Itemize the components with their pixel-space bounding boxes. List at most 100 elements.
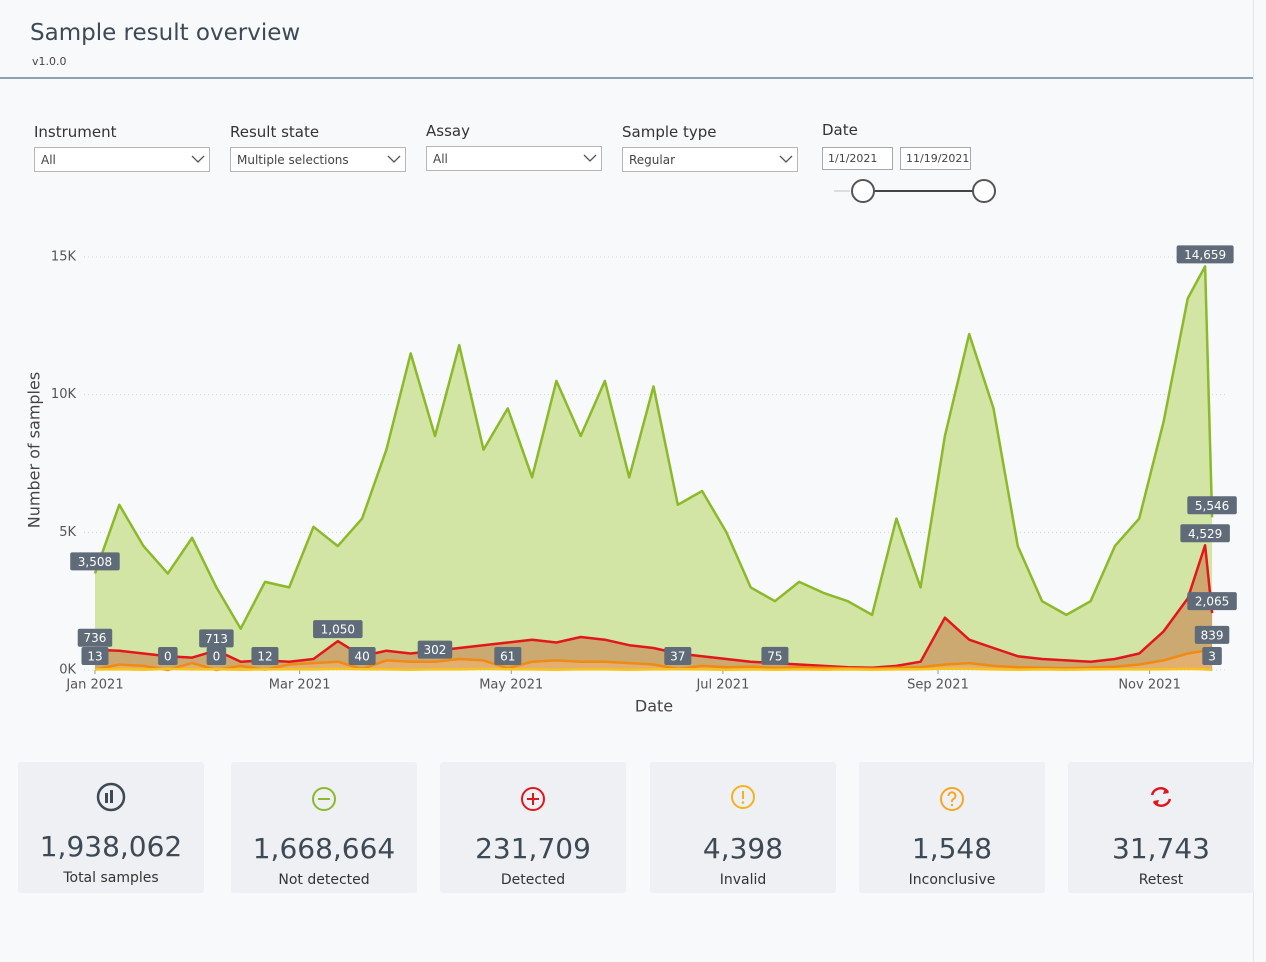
data-label: 839 [1201,628,1224,642]
data-label: 40 [354,650,369,664]
data-label: 736 [84,631,107,645]
kpi-value: 1,668,664 [252,832,396,865]
data-label: 0 [164,650,172,664]
data-label: 1,050 [321,623,355,637]
data-label-box [664,647,692,665]
x-tick-label: Mar 2021 [269,678,331,693]
filter: Result state Multiple selections [230,123,406,172]
data-label-box [1187,592,1237,611]
series-line [93,265,1214,630]
kpi-value: 31,743 [1112,832,1210,865]
filter-label: Instrument [34,123,117,141]
kpi-label: Detected [500,872,566,888]
kpi-card: 4,398 Invalid [650,762,836,893]
data-label-box [77,628,113,647]
y-tick-label: 10K [51,387,77,402]
date-end[interactable]: 11/19/2021 [900,147,971,170]
dropdown-value: Multiple selections [237,153,349,167]
data-label-box [158,647,178,665]
kpi-label: Invalid [719,872,767,888]
data-label: 0 [213,650,221,664]
data-label-box [199,629,234,648]
date-start[interactable]: 1/1/2021 [822,147,893,170]
kpi-card: 1,668,664 Not detected [231,762,417,893]
kpi-value: 1,548 [911,832,993,865]
icon-detected [521,787,545,811]
icon-retest [1150,787,1172,807]
x-tick-label: May 2021 [479,678,543,693]
filter: Assay All [426,122,602,171]
dropdown[interactable]: Regular [622,147,798,172]
data-label-box [1176,245,1234,264]
dropdown-value: Regular [629,153,676,167]
data-label-box [1187,496,1237,515]
data-label-box [313,620,363,639]
x-tick-label: Jul 2021 [695,678,749,693]
series-line [94,667,1213,672]
y-tick-label: 0K [59,663,76,678]
data-label: 14,659 [1184,248,1226,262]
kpi-card: 231,709 Detected [440,762,626,893]
dropdown[interactable]: All [34,147,210,172]
icon-invalid [731,785,755,809]
data-label: 5,546 [1195,499,1229,513]
data-label-box [1180,524,1230,543]
data-label-box [251,647,279,665]
y-tick-label: 15K [51,250,77,265]
kpi-card: 31,743 Retest [1068,762,1254,893]
chevron [387,155,401,163]
data-label: 61 [500,650,515,664]
filter-label: Assay [426,122,470,140]
edge-rule [1253,0,1254,962]
data-label: 3,508 [78,555,112,569]
dropdown-value: All [41,153,56,167]
data-label: 37 [670,650,685,664]
chevron [583,154,597,162]
kpi-label: Retest [1138,872,1184,888]
data-label: 4,529 [1188,527,1222,541]
date-label: Date [822,121,858,139]
date-slider[interactable] [830,176,1010,208]
series-line [94,645,1213,672]
kpi-card: 1,938,062 Total samples [18,762,204,893]
x-tick-label: Sep 2021 [907,678,969,693]
data-label: 302 [424,643,447,657]
data-label-box [761,646,789,665]
data-label: 12 [257,650,272,664]
data-label: 2,065 [1195,595,1229,609]
data-label-box [417,640,453,659]
kpi-value: 4,398 [702,832,784,865]
data-label: 75 [767,649,782,663]
series-area [95,266,1213,670]
y-axis-title: Number of samples [25,372,44,528]
icon-inconclusive [940,787,964,811]
kpi-label: Inconclusive [908,872,996,888]
kpi-label: Not detected [278,872,370,888]
chevron [779,155,793,163]
icon-total [96,782,126,812]
data-label-box [348,647,376,665]
data-label-box [81,647,109,665]
kpi-value: 231,709 [475,832,591,865]
chart: 0K 5K 10K 15K Jan 2021 Mar 2021 May 2021 Jul 20… [25,245,1237,716]
filter: Sample type Regular [622,123,798,172]
page-title: Sample result overview [30,20,301,46]
kpi-value: 1,938,062 [39,830,183,863]
header-rule [0,77,1254,79]
chevron [191,155,205,163]
dropdown[interactable]: Multiple selections [230,147,406,172]
filter: Instrument All [34,123,210,172]
kpi-label: Total samples [63,870,159,886]
data-label: 713 [205,632,228,646]
dropdown[interactable]: All [426,146,602,171]
data-label-box [70,552,120,571]
data-label: 13 [87,650,102,664]
data-label: 3 [1208,650,1216,664]
kpi-card: 1,548 Inconclusive [859,762,1045,893]
filter-label: Sample type [622,123,717,141]
y-tick-label: 5K [59,525,76,540]
filter-label: Result state [230,123,320,141]
version: v1.0.0 [32,55,67,68]
dropdown-value: All [433,152,448,166]
